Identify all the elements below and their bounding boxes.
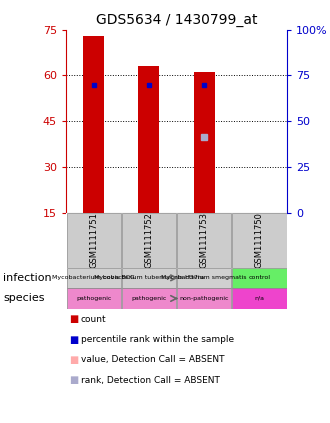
Text: count: count bbox=[81, 315, 107, 324]
Text: percentile rank within the sample: percentile rank within the sample bbox=[81, 335, 234, 344]
Text: ■: ■ bbox=[70, 335, 79, 345]
Bar bbox=[122, 267, 176, 288]
Text: value, Detection Call = ABSENT: value, Detection Call = ABSENT bbox=[81, 355, 224, 365]
Title: GDS5634 / 1430799_at: GDS5634 / 1430799_at bbox=[96, 13, 257, 27]
Bar bbox=[177, 267, 231, 288]
Bar bbox=[67, 267, 121, 288]
Bar bbox=[122, 213, 176, 267]
Text: ■: ■ bbox=[70, 314, 79, 324]
Text: non-pathogenic: non-pathogenic bbox=[180, 296, 229, 301]
Bar bbox=[122, 288, 176, 309]
Text: pathogenic: pathogenic bbox=[131, 296, 167, 301]
Text: Mycobacterium bovis BCG: Mycobacterium bovis BCG bbox=[52, 275, 135, 280]
Text: Mycobacterium tuberculosis H37ra: Mycobacterium tuberculosis H37ra bbox=[94, 275, 204, 280]
Text: ■: ■ bbox=[70, 355, 79, 365]
Text: control: control bbox=[248, 275, 271, 280]
Bar bbox=[67, 213, 121, 267]
Text: infection: infection bbox=[3, 273, 52, 283]
Text: Mycobacterium smegmatis: Mycobacterium smegmatis bbox=[161, 275, 247, 280]
Bar bbox=[177, 213, 231, 267]
Text: pathogenic: pathogenic bbox=[76, 296, 111, 301]
Text: GSM1111752: GSM1111752 bbox=[145, 212, 153, 268]
Bar bbox=[67, 288, 121, 309]
Bar bbox=[194, 72, 215, 213]
Bar bbox=[232, 213, 286, 267]
Text: rank, Detection Call = ABSENT: rank, Detection Call = ABSENT bbox=[81, 376, 220, 385]
Bar bbox=[232, 267, 286, 288]
Bar bbox=[138, 66, 159, 213]
Text: GSM1111750: GSM1111750 bbox=[255, 212, 264, 268]
Bar bbox=[177, 288, 231, 309]
Bar bbox=[249, 213, 270, 253]
Text: n/a: n/a bbox=[254, 296, 264, 301]
Bar bbox=[83, 36, 104, 213]
Text: GSM1111751: GSM1111751 bbox=[89, 212, 98, 268]
Bar bbox=[232, 288, 286, 309]
Text: species: species bbox=[3, 294, 45, 303]
Text: GSM1111753: GSM1111753 bbox=[200, 212, 209, 268]
Text: ■: ■ bbox=[70, 375, 79, 385]
